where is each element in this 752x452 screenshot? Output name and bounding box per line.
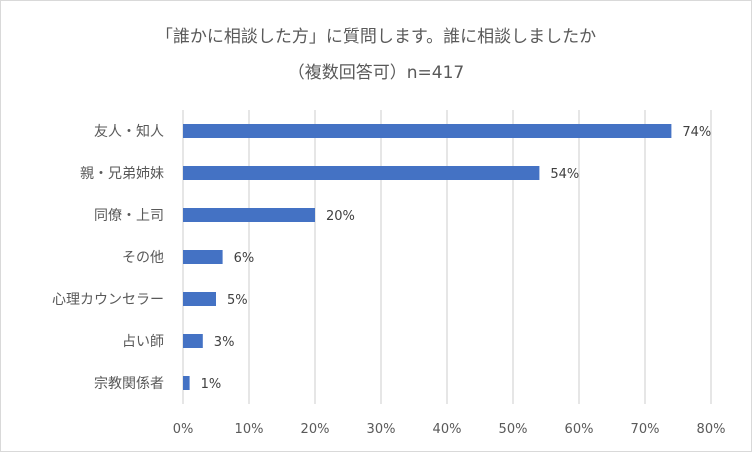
data-label: 20% xyxy=(326,209,355,224)
data-label: 6% xyxy=(234,251,255,266)
x-tick-label: 40% xyxy=(433,422,462,437)
bars xyxy=(183,124,672,390)
bar xyxy=(183,208,315,222)
category-label: 占い師 xyxy=(122,334,164,350)
bar xyxy=(183,250,223,264)
category-label: 心理カウンセラー xyxy=(52,292,164,308)
gridlines xyxy=(182,110,712,404)
bar xyxy=(183,376,190,390)
x-tick-label: 0% xyxy=(173,422,194,437)
data-label: 54% xyxy=(550,167,579,182)
x-tick-label: 50% xyxy=(499,422,528,437)
chart-subtitle: （複数回答可）n=417 xyxy=(287,63,465,83)
x-tick-label: 80% xyxy=(697,422,726,437)
x-tick-label: 10% xyxy=(235,422,264,437)
bar xyxy=(183,166,540,180)
x-tick-label: 70% xyxy=(631,422,660,437)
category-label: 友人・知人 xyxy=(94,123,164,140)
category-label: 宗教関係者 xyxy=(94,376,164,392)
bar xyxy=(183,124,672,138)
data-label: 74% xyxy=(682,125,711,140)
bar xyxy=(183,292,216,306)
x-tick-labels: 0% 10% 20% 30% 40% 50% 60% 70% 80% xyxy=(173,422,726,437)
data-labels: 74% 54% 20% 6% 5% 3% 1% xyxy=(201,125,712,392)
chart-title: 「誰かに相談した方」に質問します。誰に相談しましたか xyxy=(155,27,597,47)
data-label: 1% xyxy=(201,377,222,392)
bar xyxy=(183,334,203,348)
x-tick-label: 60% xyxy=(565,422,594,437)
x-tick-label: 30% xyxy=(367,422,396,437)
data-label: 5% xyxy=(227,293,248,308)
x-tick-label: 20% xyxy=(301,422,330,437)
category-label: 親・兄弟姉妹 xyxy=(80,166,164,182)
category-label: その他 xyxy=(122,250,164,266)
category-label: 同僚・上司 xyxy=(94,208,164,224)
data-label: 3% xyxy=(214,335,235,350)
